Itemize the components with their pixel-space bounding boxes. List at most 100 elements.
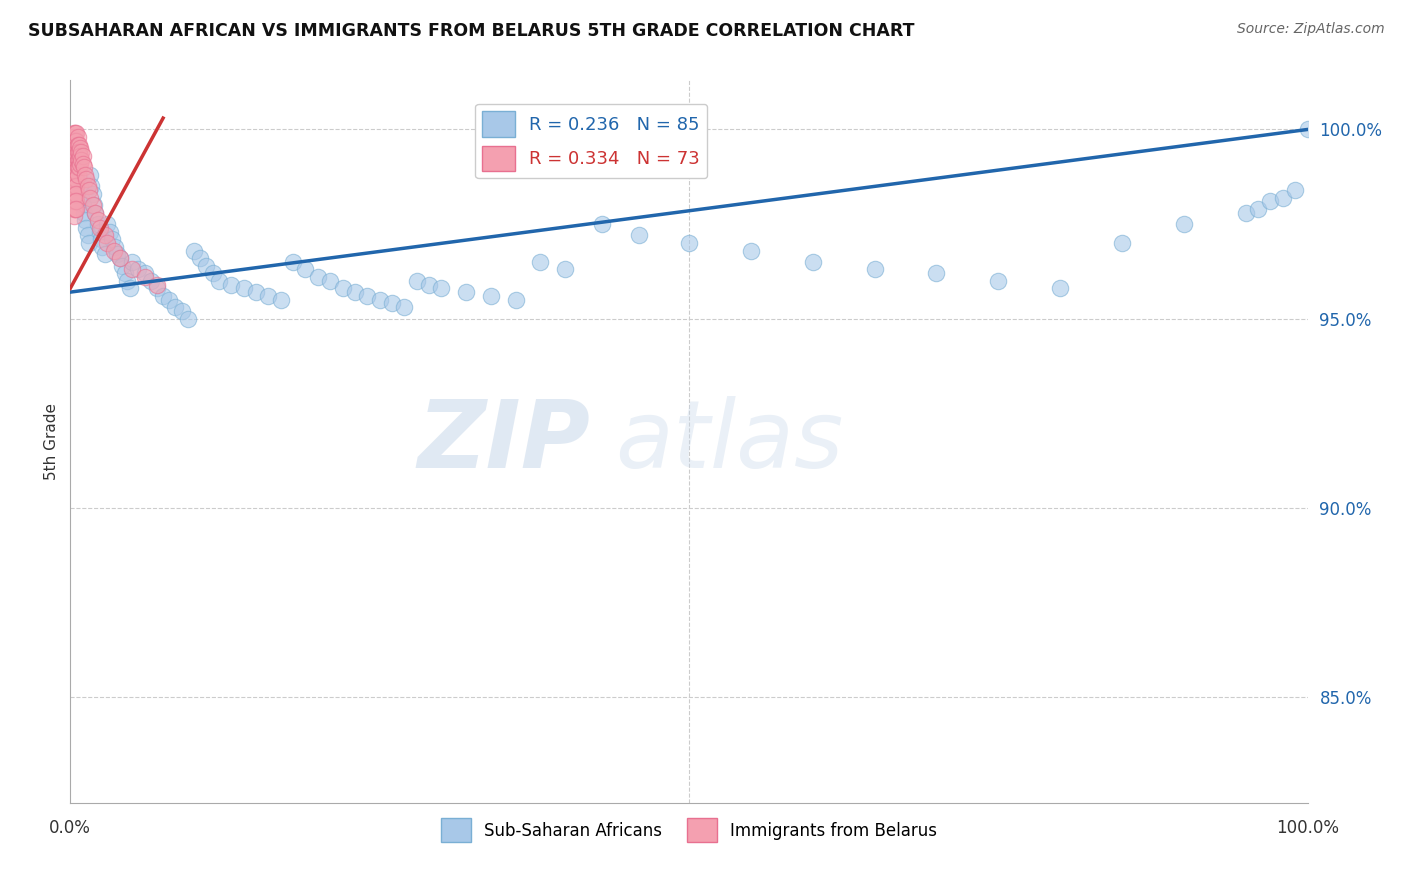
- Point: [104, 240, 127, 254]
- Point: [84, 205, 107, 219]
- Point: [505, 293, 527, 307]
- Point: [69, 149, 91, 163]
- Point: [65, 194, 87, 209]
- Point: [65, 186, 87, 201]
- Point: [70, 145, 93, 160]
- Point: [219, 277, 242, 292]
- Point: [63, 179, 86, 194]
- Point: [67, 153, 90, 167]
- Point: [75, 213, 97, 227]
- Point: [82, 186, 104, 201]
- Point: [84, 205, 107, 219]
- Point: [80, 179, 103, 194]
- Point: [65, 134, 87, 148]
- Point: [86, 217, 108, 231]
- Point: [343, 285, 366, 299]
- Text: SUBSAHARAN AFRICAN VS IMMIGRANTS FROM BELARUS 5TH GRADE CORRELATION CHART: SUBSAHARAN AFRICAN VS IMMIGRANTS FROM BE…: [28, 22, 915, 40]
- Point: [801, 255, 824, 269]
- Point: [479, 289, 502, 303]
- Point: [77, 183, 100, 197]
- Point: [1049, 281, 1071, 295]
- Point: [430, 281, 453, 295]
- Point: [75, 220, 97, 235]
- Point: [91, 240, 114, 254]
- Point: [281, 255, 304, 269]
- Point: [405, 274, 427, 288]
- Point: [63, 202, 86, 216]
- Point: [394, 300, 416, 314]
- Point: [678, 235, 700, 250]
- Point: [86, 213, 108, 227]
- Point: [63, 149, 86, 163]
- Point: [418, 277, 440, 292]
- Point: [94, 228, 117, 243]
- Point: [62, 161, 84, 175]
- Point: [118, 281, 141, 295]
- Point: [1260, 194, 1282, 209]
- Point: [134, 266, 156, 280]
- Point: [103, 244, 125, 258]
- Point: [108, 251, 131, 265]
- Point: [1296, 122, 1319, 136]
- Point: [67, 161, 90, 175]
- Point: [70, 190, 93, 204]
- Point: [65, 126, 87, 140]
- Point: [195, 259, 218, 273]
- Point: [65, 202, 87, 216]
- Point: [294, 262, 316, 277]
- Point: [77, 235, 100, 250]
- Point: [79, 168, 101, 182]
- Point: [63, 186, 86, 201]
- Point: [63, 134, 86, 148]
- Point: [1234, 205, 1257, 219]
- Point: [65, 164, 87, 178]
- Point: [127, 262, 149, 277]
- Point: [72, 198, 94, 212]
- Point: [65, 186, 87, 201]
- Point: [307, 270, 329, 285]
- Point: [245, 285, 267, 299]
- Point: [90, 232, 112, 246]
- Point: [94, 247, 117, 261]
- Point: [1247, 202, 1270, 216]
- Text: ZIP: ZIP: [418, 395, 591, 488]
- Point: [65, 161, 87, 175]
- Point: [381, 296, 404, 310]
- Point: [134, 270, 156, 285]
- Text: Source: ZipAtlas.com: Source: ZipAtlas.com: [1237, 22, 1385, 37]
- Point: [63, 210, 86, 224]
- Point: [67, 168, 90, 182]
- Point: [83, 198, 105, 212]
- Point: [76, 179, 98, 194]
- Point: [456, 285, 478, 299]
- Point: [628, 228, 651, 243]
- Point: [69, 179, 91, 194]
- Point: [65, 149, 87, 163]
- Point: [121, 262, 143, 277]
- Point: [66, 153, 89, 167]
- Point: [82, 198, 104, 212]
- Point: [76, 228, 98, 243]
- Point: [319, 274, 342, 288]
- Point: [332, 281, 354, 295]
- Point: [96, 235, 118, 250]
- Point: [63, 171, 86, 186]
- Point: [925, 266, 948, 280]
- Text: atlas: atlas: [614, 396, 844, 487]
- Point: [66, 130, 89, 145]
- Point: [208, 274, 231, 288]
- Point: [62, 153, 84, 167]
- Point: [170, 304, 193, 318]
- Point: [69, 141, 91, 155]
- Point: [63, 194, 86, 209]
- Point: [65, 179, 87, 194]
- Point: [257, 289, 280, 303]
- Point: [529, 255, 551, 269]
- Point: [121, 255, 143, 269]
- Point: [89, 220, 111, 235]
- Point: [63, 141, 86, 155]
- Point: [146, 281, 169, 295]
- Point: [114, 266, 136, 280]
- Point: [73, 205, 96, 219]
- Point: [740, 244, 762, 258]
